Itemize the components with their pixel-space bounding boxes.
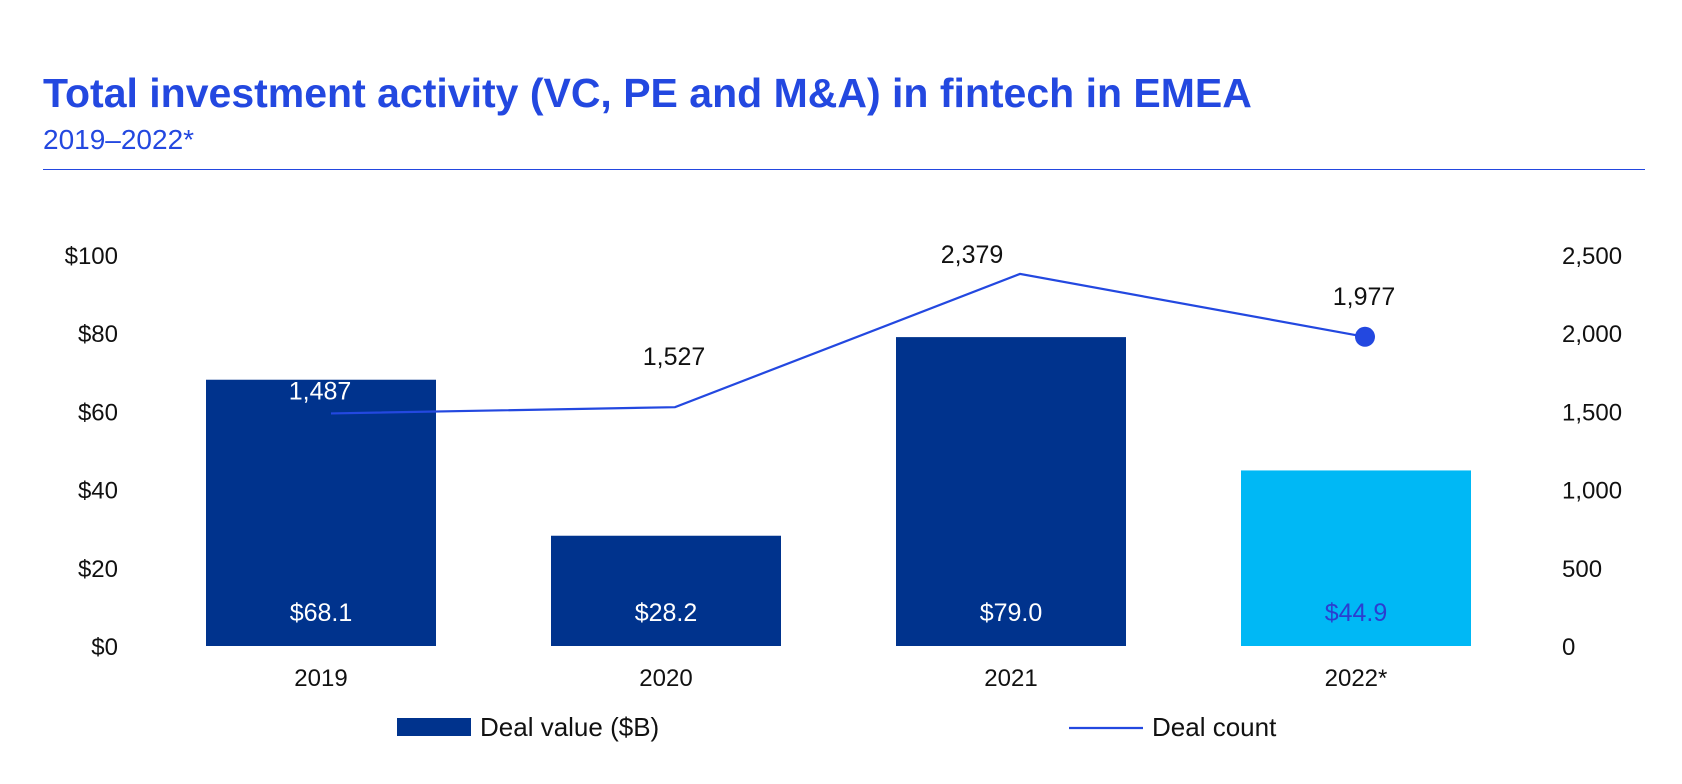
x-tick-label: 2022*	[1325, 665, 1388, 692]
deal-count-line	[330, 272, 1366, 415]
deal-value-label: $79.0	[980, 599, 1043, 627]
y-right-tick-label: 1,500	[1562, 399, 1622, 426]
deal-value-bar	[1241, 470, 1471, 646]
legend-bar-label: Deal value ($B)	[480, 712, 659, 742]
title-divider	[43, 169, 1645, 170]
y-right-tick-label: 1,000	[1562, 478, 1622, 505]
y-right-tick-label: 500	[1562, 556, 1602, 583]
y-right-tick-label: 0	[1562, 634, 1575, 661]
chart-subtitle: 2019–2022*	[43, 124, 195, 155]
y-left-tick-label: $80	[78, 321, 118, 348]
y-left-tick-label: $40	[78, 478, 118, 505]
deal-count-label: 1,527	[643, 343, 706, 371]
deal-value-label: $28.2	[635, 599, 698, 627]
deal-value-label: $68.1	[290, 599, 353, 627]
chart-title: Total investment activity (VC, PE and M&…	[43, 70, 1252, 116]
x-tick-label: 2020	[639, 665, 692, 692]
y-right-tick-label: 2,500	[1562, 243, 1622, 270]
y-right-tick-label: 2,000	[1562, 321, 1622, 348]
y-left-tick-label: $60	[78, 399, 118, 426]
deal-value-bar	[896, 337, 1126, 646]
x-tick-label: 2021	[984, 665, 1037, 692]
y-left-tick-label: $0	[91, 634, 118, 661]
deal-count-point	[1355, 326, 1375, 347]
legend-line-label: Deal count	[1152, 712, 1277, 742]
x-tick-label: 2019	[294, 665, 347, 692]
deal-value-label: $44.9	[1325, 599, 1388, 627]
deal-count-label: 2,379	[941, 241, 1004, 269]
deal-value-bar	[551, 535, 781, 646]
deal-count-label: 1,977	[1333, 283, 1396, 311]
deal-count-label: 1,487	[289, 377, 352, 405]
y-left-tick-label: $100	[65, 243, 118, 270]
deal-value-bar	[206, 379, 436, 646]
legend-bar-swatch	[397, 718, 471, 736]
y-left-tick-label: $20	[78, 556, 118, 583]
